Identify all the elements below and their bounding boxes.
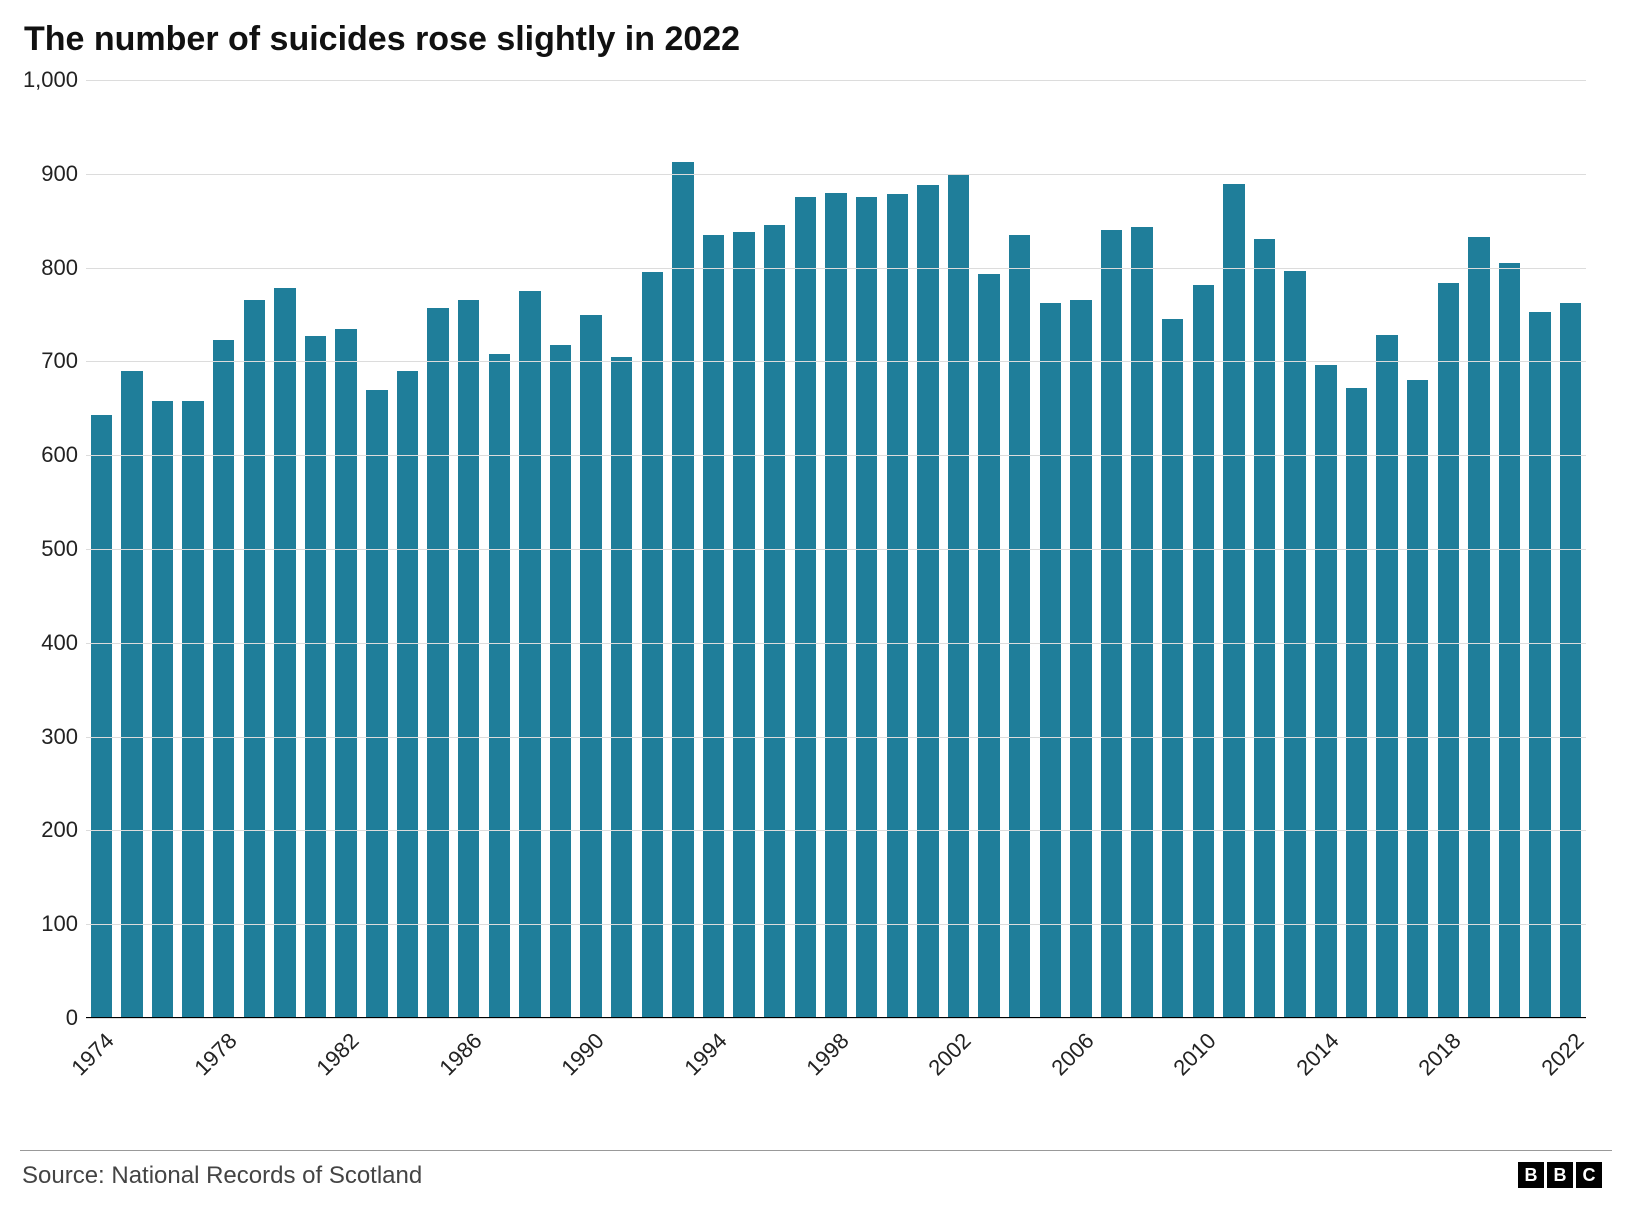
x-tick-label: 2010 bbox=[1169, 1028, 1222, 1081]
x-tick-label: 2022 bbox=[1536, 1028, 1589, 1081]
bar bbox=[1040, 303, 1061, 1018]
x-tick-label: 1982 bbox=[312, 1028, 365, 1081]
plot: 1974197819821986199019941998200220062010… bbox=[86, 80, 1586, 1018]
x-tick-label: 1994 bbox=[679, 1028, 732, 1081]
gridline bbox=[86, 80, 1586, 81]
gridline bbox=[86, 1018, 1586, 1019]
bar bbox=[580, 315, 601, 1019]
bar bbox=[519, 291, 540, 1018]
y-tick-label: 100 bbox=[41, 911, 78, 937]
bar bbox=[1254, 239, 1275, 1018]
bar bbox=[1560, 303, 1581, 1018]
gridline bbox=[86, 455, 1586, 456]
y-tick-label: 1,000 bbox=[23, 67, 78, 93]
bar bbox=[887, 194, 908, 1019]
bar bbox=[274, 288, 295, 1018]
bar bbox=[489, 354, 510, 1018]
x-tick-label: 1998 bbox=[801, 1028, 854, 1081]
bar bbox=[397, 371, 418, 1018]
gridline bbox=[86, 268, 1586, 269]
y-tick-label: 600 bbox=[41, 442, 78, 468]
bar bbox=[1009, 235, 1030, 1018]
y-tick-label: 200 bbox=[41, 817, 78, 843]
bar bbox=[1376, 335, 1397, 1018]
chart-title: The number of suicides rose slightly in … bbox=[24, 20, 1602, 59]
bar bbox=[917, 185, 938, 1018]
bar bbox=[1101, 230, 1122, 1018]
y-tick-label: 400 bbox=[41, 630, 78, 656]
y-tick-label: 0 bbox=[66, 1005, 78, 1031]
bar bbox=[1438, 283, 1459, 1018]
bar bbox=[121, 371, 142, 1018]
gridline bbox=[86, 549, 1586, 550]
bar bbox=[825, 193, 846, 1018]
bar bbox=[703, 235, 724, 1018]
y-tick-label: 300 bbox=[41, 724, 78, 750]
y-tick-label: 700 bbox=[41, 348, 78, 374]
bar bbox=[764, 225, 785, 1018]
source-label: Source: National Records of Scotland bbox=[22, 1162, 422, 1190]
bar bbox=[672, 162, 693, 1018]
x-tick-label: 2018 bbox=[1414, 1028, 1467, 1081]
bbc-block: B bbox=[1518, 1162, 1544, 1188]
x-tick-label: 2006 bbox=[1046, 1028, 1099, 1081]
bar bbox=[1529, 312, 1550, 1018]
bar bbox=[152, 401, 173, 1018]
bar bbox=[91, 415, 112, 1018]
bar bbox=[978, 274, 999, 1018]
bar bbox=[733, 232, 754, 1018]
gridline bbox=[86, 643, 1586, 644]
bbc-logo: BBC bbox=[1518, 1162, 1602, 1188]
bar bbox=[182, 401, 203, 1018]
x-axis-labels: 1974197819821986199019941998200220062010… bbox=[86, 1018, 1586, 1138]
x-tick-label: 1978 bbox=[189, 1028, 242, 1081]
gridline bbox=[86, 830, 1586, 831]
bar bbox=[1193, 285, 1214, 1018]
bbc-block: C bbox=[1576, 1162, 1602, 1188]
chart-container: The number of suicides rose slightly in … bbox=[0, 0, 1632, 1232]
bar bbox=[1315, 365, 1336, 1018]
bar bbox=[1468, 237, 1489, 1018]
bar bbox=[1070, 300, 1091, 1018]
bar bbox=[305, 336, 326, 1018]
bar bbox=[1162, 319, 1183, 1018]
bar bbox=[1223, 184, 1244, 1018]
x-tick-label: 1986 bbox=[434, 1028, 487, 1081]
bbc-block: B bbox=[1547, 1162, 1573, 1188]
bar bbox=[948, 174, 969, 1018]
y-tick-label: 500 bbox=[41, 536, 78, 562]
bar bbox=[244, 300, 265, 1018]
x-tick-label: 1990 bbox=[556, 1028, 609, 1081]
gridline bbox=[86, 174, 1586, 175]
gridline bbox=[86, 737, 1586, 738]
bar bbox=[642, 272, 663, 1018]
y-tick-label: 800 bbox=[41, 255, 78, 281]
bar bbox=[1499, 263, 1520, 1018]
gridline bbox=[86, 924, 1586, 925]
y-tick-label: 900 bbox=[41, 161, 78, 187]
bar bbox=[550, 345, 571, 1018]
bar bbox=[1284, 271, 1305, 1018]
gridline bbox=[86, 361, 1586, 362]
bar bbox=[335, 329, 356, 1018]
bar bbox=[427, 308, 448, 1018]
bar bbox=[458, 300, 479, 1018]
bar bbox=[795, 197, 816, 1018]
plot-area: 1974197819821986199019941998200220062010… bbox=[86, 80, 1586, 1018]
x-tick-label: 2002 bbox=[924, 1028, 977, 1081]
bar bbox=[213, 340, 234, 1018]
bar bbox=[856, 197, 877, 1018]
bar bbox=[1407, 380, 1428, 1018]
footer-divider bbox=[20, 1150, 1612, 1151]
x-tick-label: 1974 bbox=[67, 1028, 120, 1081]
bar bbox=[1131, 227, 1152, 1018]
x-tick-label: 2014 bbox=[1291, 1028, 1344, 1081]
